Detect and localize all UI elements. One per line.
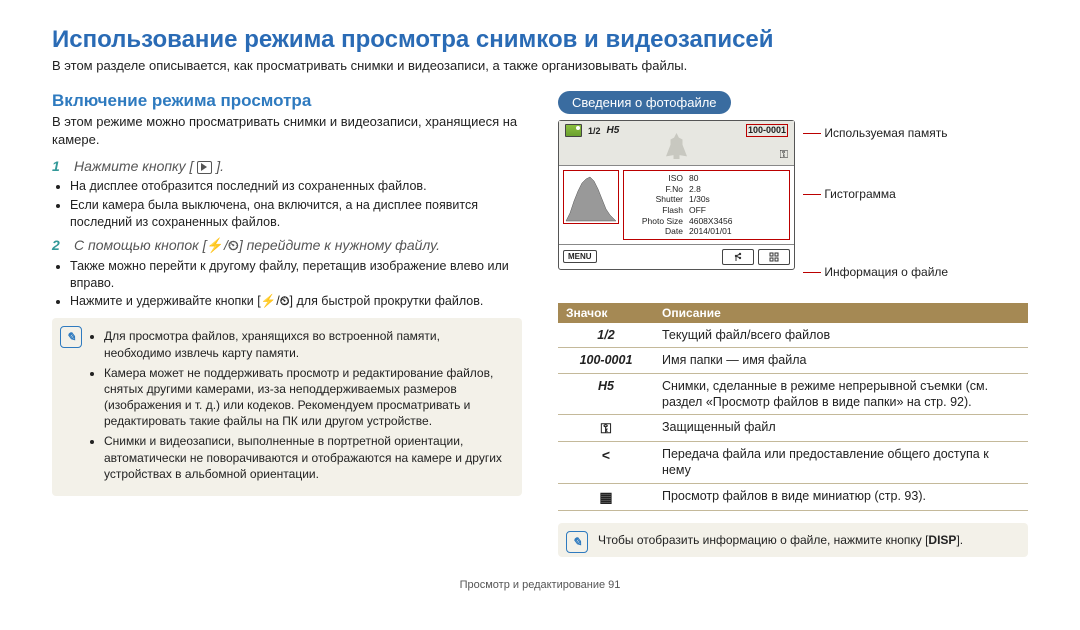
timer-icon: ⏲ <box>228 237 239 253</box>
info-val: 2.8 <box>683 184 785 195</box>
camera-screen: 1/2 H5 100-0001 ⚿ <box>558 120 795 270</box>
info-lab: Photo Size <box>628 216 683 227</box>
step-2-text-b: ] перейдите к нужному файлу. <box>239 237 440 253</box>
section-heading: Включение режима просмотра <box>52 91 522 111</box>
table-desc-cell: Снимки, сделанные в режиме непрерывной с… <box>654 373 1028 415</box>
grid-icon <box>769 252 779 262</box>
thumb-icon <box>565 124 582 137</box>
step-2-b2: Нажмите и удерживайте кнопки [⚡/⏲] для б… <box>70 293 522 310</box>
note-icon: ✎ <box>566 531 588 553</box>
callouts: Используемая память Гистограмма Информац… <box>803 120 948 293</box>
info-val: 2014/01/01 <box>683 226 785 237</box>
table-row: 1/2Текущий файл/всего файлов <box>558 323 1028 348</box>
page-intro: В этом разделе описывается, как просматр… <box>52 58 1028 73</box>
info-lab: F.No <box>628 184 683 195</box>
note-box-right: ✎ Чтобы отобразить информацию о файле, н… <box>558 523 1028 557</box>
table-desc-cell: Просмотр файлов в виде миниатюр (стр. 93… <box>654 483 1028 510</box>
step-2-b1: Также можно перейти к другому файлу, пер… <box>70 258 522 292</box>
file-info-box: ISO80 F.No2.8 Shutter1/30s FlashOFF Phot… <box>623 170 790 240</box>
table-icon-cell: 100-0001 <box>558 348 654 373</box>
share-icon <box>733 252 743 262</box>
table-row: <Передача файла или предоставление общег… <box>558 442 1028 484</box>
table-icon-cell: < <box>558 442 654 484</box>
callout-histogram: Гистограмма <box>824 187 895 201</box>
step-2: 2 С помощью кнопок [⚡/⏲] перейдите к нуж… <box>52 237 522 254</box>
info-lab: Flash <box>628 205 683 216</box>
share-button[interactable] <box>722 249 754 265</box>
lock-icon: ⚿ <box>780 149 788 162</box>
step-number: 1 <box>52 158 66 174</box>
menu-button[interactable]: MENU <box>563 250 597 263</box>
table-desc-cell: Защищенный файл <box>654 415 1028 442</box>
flash-icon: ⚡ <box>261 294 277 308</box>
note-right-a: Чтобы отобразить информацию о файле, наж… <box>598 533 928 547</box>
step-1-bullets: На дисплее отобразится последний из сохр… <box>70 178 522 231</box>
info-val: 80 <box>683 173 785 184</box>
callout-memory: Используемая память <box>824 126 947 140</box>
timer-icon: ⏲ <box>280 294 290 308</box>
table-icon-cell: H5 <box>558 373 654 415</box>
table-row: H5Снимки, сделанные в режиме непрерывной… <box>558 373 1028 415</box>
grid-button[interactable] <box>758 249 790 265</box>
table-desc-cell: Имя папки — имя файла <box>654 348 1028 373</box>
note-box-left: ✎ Для просмотра файлов, хранящихся во вс… <box>52 318 522 496</box>
table-head-icon: Значок <box>558 303 654 323</box>
table-row: 100-0001Имя папки — имя файла <box>558 348 1028 373</box>
flash-icon: ⚡ <box>207 237 224 253</box>
step-1-text-a: Нажмите кнопку [ <box>74 158 193 174</box>
h5-label: H5 <box>607 125 620 136</box>
step-1-b1: На дисплее отобразится последний из сохр… <box>70 178 522 195</box>
folder-number: 100-0001 <box>746 124 788 137</box>
table-icon-cell: ⚿ <box>558 415 654 442</box>
step-1-text-b: ]. <box>216 158 224 174</box>
info-lab: Shutter <box>628 194 683 205</box>
table-row: ▦Просмотр файлов в виде миниатюр (стр. 9… <box>558 483 1028 510</box>
info-lab: ISO <box>628 173 683 184</box>
note-3: Снимки и видеозаписи, выполненные в порт… <box>104 433 510 482</box>
info-val: 4608X3456 <box>683 216 785 227</box>
section-subtext: В этом режиме можно просматривать снимки… <box>52 113 522 148</box>
note-right-b: ]. <box>956 533 963 547</box>
page-footer: Просмотр и редактирование 91 <box>52 579 1028 591</box>
table-icon-cell: 1/2 <box>558 323 654 348</box>
note-2: Камера может не поддерживать просмотр и … <box>104 365 510 430</box>
table-row: ⚿Защищенный файл <box>558 415 1028 442</box>
step-2-bullets: Также можно перейти к другому файлу, пер… <box>70 258 522 311</box>
table-desc-cell: Текущий файл/всего файлов <box>654 323 1028 348</box>
info-val: OFF <box>683 205 785 216</box>
note-1: Для просмотра файлов, хранящихся во встр… <box>104 328 510 360</box>
disp-label: DISP <box>928 533 956 547</box>
note-icon: ✎ <box>60 326 82 348</box>
step-1-b2: Если камера была выключена, она включитс… <box>70 197 522 231</box>
info-pill: Сведения о фотофайле <box>558 91 731 114</box>
table-head-desc: Описание <box>654 303 1028 323</box>
icon-description-table: Значок Описание 1/2Текущий файл/всего фа… <box>558 303 1028 511</box>
counter-label: 1/2 <box>588 126 601 136</box>
playback-icon <box>197 161 212 174</box>
callout-fileinfo: Информация о файле <box>824 265 948 279</box>
page-title: Использование режима просмотра снимков и… <box>52 26 1028 54</box>
info-lab: Date <box>628 226 683 237</box>
info-val: 1/30s <box>683 194 785 205</box>
histogram-icon <box>564 171 618 223</box>
step-2-text-a: С помощью кнопок [ <box>74 237 207 253</box>
histogram-box <box>563 170 619 224</box>
step-1: 1 Нажмите кнопку [ ]. <box>52 158 522 174</box>
table-desc-cell: Передача файла или предоставление общего… <box>654 442 1028 484</box>
step-number: 2 <box>52 237 66 254</box>
table-icon-cell: ▦ <box>558 483 654 510</box>
